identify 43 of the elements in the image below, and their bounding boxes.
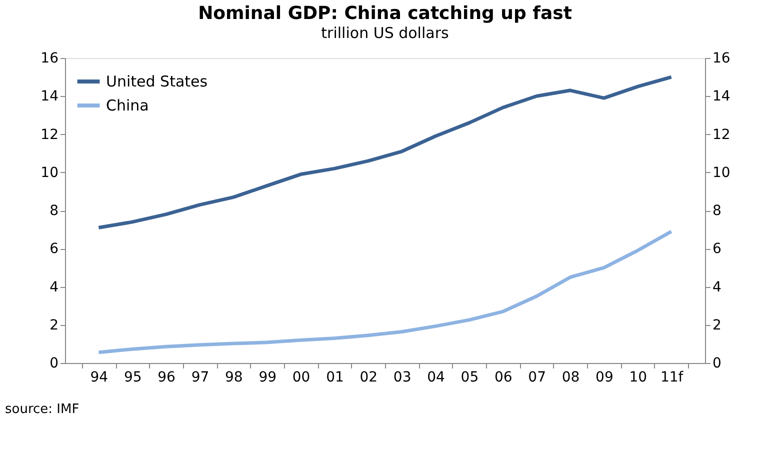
line-series [96, 230, 674, 354]
y2-tick-label: 14 [712, 88, 730, 105]
y2-tick-label: 12 [712, 126, 730, 143]
x-tick-label: 09 [596, 370, 614, 386]
y-tick-label: 6 [50, 241, 59, 258]
y-tick-label: 12 [40, 126, 58, 143]
y-tick-label: 4 [50, 279, 59, 296]
y2-tick-label: 10 [712, 164, 730, 181]
y-tick-label: 10 [40, 164, 58, 181]
y-tick-label: 0 [50, 356, 58, 372]
y-tick-label: 2 [50, 317, 58, 334]
legend-label: United States [106, 72, 208, 90]
x-tick-label: 96 [158, 370, 176, 386]
y-tick-label: 16 [40, 50, 59, 66]
x-tick-label: 10 [629, 370, 648, 386]
x-tick-label: 98 [225, 370, 243, 386]
x-tick-label: 01 [326, 370, 344, 386]
x-tick-label: 05 [460, 370, 479, 386]
x-tick-label: 04 [427, 370, 446, 386]
x-tick-label: 02 [360, 370, 378, 386]
x-tick-label: 07 [528, 370, 546, 386]
x-tick-label: 03 [393, 370, 412, 386]
y2-tick-label: 2 [712, 317, 722, 334]
x-tick-label: 11f [660, 370, 684, 386]
legend-label: China [106, 96, 149, 114]
y-tick-label: 14 [40, 88, 59, 105]
x-tick-label: 97 [191, 370, 210, 386]
x-tick-label: 94 [90, 370, 108, 386]
y-tick-label: 8 [50, 203, 58, 219]
x-tick-label: 99 [258, 370, 277, 386]
x-tick-label: 00 [292, 370, 310, 386]
chart-subtitle: trillion US dollars [321, 24, 450, 42]
y2-tick-label: 8 [712, 203, 722, 219]
source-note: source: IMF [5, 402, 80, 417]
x-tick-label: 06 [494, 370, 512, 386]
y2-tick-label: 0 [712, 356, 722, 372]
y2-tick-label: 4 [712, 279, 722, 296]
line-series [96, 75, 674, 230]
y2-tick-label: 16 [712, 50, 730, 66]
y2-tick-label: 6 [712, 241, 722, 258]
x-tick-label: 95 [124, 370, 142, 386]
x-tick-label: 08 [562, 370, 580, 386]
chart-title: Nominal GDP: China catching up fast [198, 3, 572, 24]
